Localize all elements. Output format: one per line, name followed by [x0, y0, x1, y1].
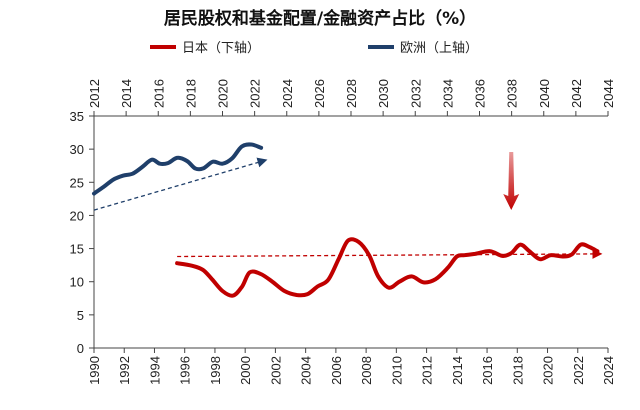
x-bottom-tick-label: 2024 — [601, 356, 616, 385]
x-top-tick-label: 2038 — [505, 79, 520, 108]
legend-label-europe: 欧洲（上轴） — [400, 41, 478, 56]
x-bottom-tick-label: 2000 — [238, 356, 253, 385]
chart-title: 居民股权和基金配置/金融资产占比（%） — [163, 9, 477, 29]
x-bottom-tick-label: 2002 — [268, 356, 283, 385]
y-tick-label: 25 — [70, 175, 84, 190]
x-top-tick-label: 2034 — [440, 79, 455, 108]
legend-label-japan: 日本（下轴） — [182, 41, 260, 56]
y-tick-label: 30 — [70, 142, 84, 157]
x-top-tick-label: 2026 — [312, 79, 327, 108]
x-bottom-tick-label: 2018 — [510, 356, 525, 385]
y-tick-label: 20 — [70, 208, 84, 223]
series-layer — [92, 142, 600, 298]
x-top-tick-label: 2032 — [408, 79, 423, 108]
series-line-japan — [175, 237, 600, 298]
europe-trend-arrow — [93, 157, 268, 211]
x-bottom-tick-label: 2004 — [299, 356, 314, 385]
x-top-tick-label: 2044 — [601, 79, 616, 108]
decorations — [503, 152, 520, 210]
x-bottom-tick-label: 1992 — [117, 356, 132, 385]
x-bottom-tick-label: 2006 — [329, 356, 344, 385]
x-top-tick-label: 2036 — [473, 79, 488, 108]
japan-trend-arrow — [177, 248, 603, 259]
x-bottom-tick-label: 2012 — [420, 356, 435, 385]
y-tick-label: 0 — [77, 341, 84, 356]
x-top-tick-label: 2024 — [280, 79, 295, 108]
y-tick-label: 5 — [77, 308, 84, 323]
x-bottom-tick-label: 1994 — [147, 356, 162, 385]
x-top-tick-label: 2040 — [537, 79, 552, 108]
x-bottom-tick-label: 2016 — [480, 356, 495, 385]
annotations — [93, 157, 603, 259]
x-bottom-tick-label: 2022 — [571, 356, 586, 385]
x-bottom-tick-label: 2020 — [541, 356, 556, 385]
x-bottom-tick-label: 1998 — [208, 356, 223, 385]
x-top-tick-label: 2014 — [119, 79, 134, 108]
y-tick-label: 35 — [70, 109, 84, 124]
x-top-tick-label: 2022 — [248, 79, 263, 108]
y-tick-label: 10 — [70, 275, 84, 290]
x-bottom-tick-label: 2008 — [359, 356, 374, 385]
x-top-tick-label: 2018 — [183, 79, 198, 108]
x-top-tick-label: 2042 — [569, 79, 584, 108]
x-bottom-tick-label: 2010 — [389, 356, 404, 385]
x-top-tick-label: 2016 — [151, 79, 166, 108]
x-bottom-tick-label: 2014 — [450, 356, 465, 385]
x-top-tick-label: 2012 — [87, 79, 102, 108]
y-tick-label: 15 — [70, 242, 84, 257]
red-down-arrow-icon — [503, 152, 520, 210]
x-top-tick-label: 2020 — [216, 79, 231, 108]
x-top-tick-label: 2028 — [344, 79, 359, 108]
legend: 日本（下轴） 欧洲（上轴） — [150, 41, 478, 56]
axes: 0 5 10 15 20 25 30 35 1990 1992 1994 1996 1998 2000 20… — [70, 79, 616, 385]
series-line-europe — [92, 142, 264, 196]
x-top-tick-label: 2030 — [376, 79, 391, 108]
x-bottom-tick-label: 1996 — [178, 356, 193, 385]
x-bottom-tick-label: 1990 — [87, 356, 102, 385]
